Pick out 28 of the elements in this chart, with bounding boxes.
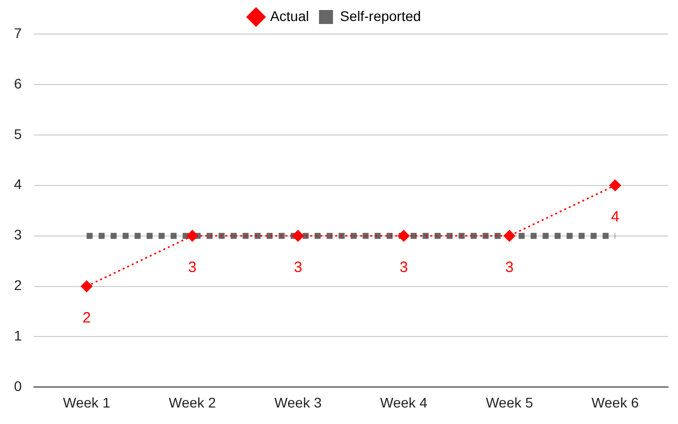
data-label: 3 xyxy=(400,258,408,276)
y-tick-label: 0 xyxy=(14,378,22,394)
y-tick-label: 6 xyxy=(14,75,22,92)
point xyxy=(398,230,410,242)
point xyxy=(80,280,92,292)
y-tick-label: 5 xyxy=(14,126,22,142)
y-tick-label: 2 xyxy=(14,277,22,294)
x-tick-label: Week 5 xyxy=(486,394,534,410)
point xyxy=(186,230,198,242)
data-label: 2 xyxy=(82,309,91,326)
data-label: 3 xyxy=(294,258,302,276)
x-tick-label: Week 2 xyxy=(168,394,216,410)
x-tick-label: Week 3 xyxy=(274,394,322,410)
legend-label: Self-reported xyxy=(340,8,421,24)
point xyxy=(292,230,304,242)
data-label: 3 xyxy=(505,258,514,276)
y-tick-label: 3 xyxy=(14,226,22,243)
legend-label: Actual xyxy=(270,8,309,24)
x-tick-label: Week 4 xyxy=(380,394,428,410)
point xyxy=(609,180,621,192)
x-tick-label: Week 1 xyxy=(63,394,110,410)
y-tick-label: 1 xyxy=(14,328,22,344)
y-tick-label: 7 xyxy=(14,24,22,41)
point xyxy=(504,230,516,242)
data-label: 4 xyxy=(610,208,620,226)
y-tick-label: 4 xyxy=(14,176,22,192)
x-tick-label: Week 6 xyxy=(592,394,639,410)
data-label: 3 xyxy=(188,258,197,276)
